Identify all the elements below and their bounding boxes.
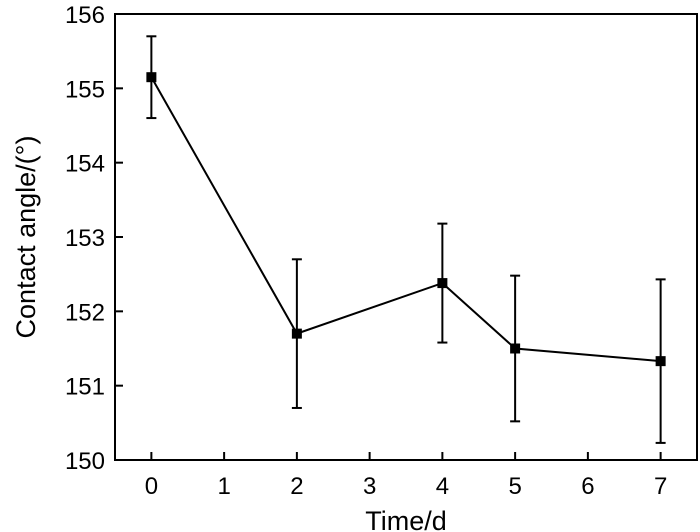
x-tick-label: 6	[581, 473, 594, 500]
y-axis-title: Contact angle/(°)	[11, 136, 41, 339]
x-tick-label: 7	[654, 473, 667, 500]
y-tick-label: 152	[65, 299, 105, 326]
data-point	[437, 278, 448, 289]
plot-frame	[114, 13, 698, 461]
data-point	[655, 356, 666, 367]
x-tick-label: 4	[436, 473, 449, 500]
y-tick-label: 155	[65, 76, 105, 103]
y-tick-label: 153	[65, 225, 105, 252]
data-series	[146, 35, 666, 444]
data-point	[510, 343, 521, 354]
y-tick-label: 150	[65, 448, 105, 475]
x-axis-title: Time/d	[365, 506, 447, 532]
x-tick-label: 2	[290, 473, 303, 500]
x-tick-label: 5	[508, 473, 521, 500]
y-tick-label: 156	[65, 2, 105, 29]
axes	[114, 13, 698, 461]
y-tick-label: 154	[65, 151, 105, 178]
y-tick-label: 151	[65, 374, 105, 401]
ticks: 0 1 2 3 4 5 6 7 150 151 152 153 154 155 156	[65, 2, 667, 500]
data-point	[291, 328, 302, 339]
x-tick-label: 0	[145, 473, 158, 500]
x-tick-label: 3	[363, 473, 376, 500]
x-tick-label: 1	[217, 473, 230, 500]
series-line	[150, 76, 661, 363]
data-point	[146, 72, 157, 83]
